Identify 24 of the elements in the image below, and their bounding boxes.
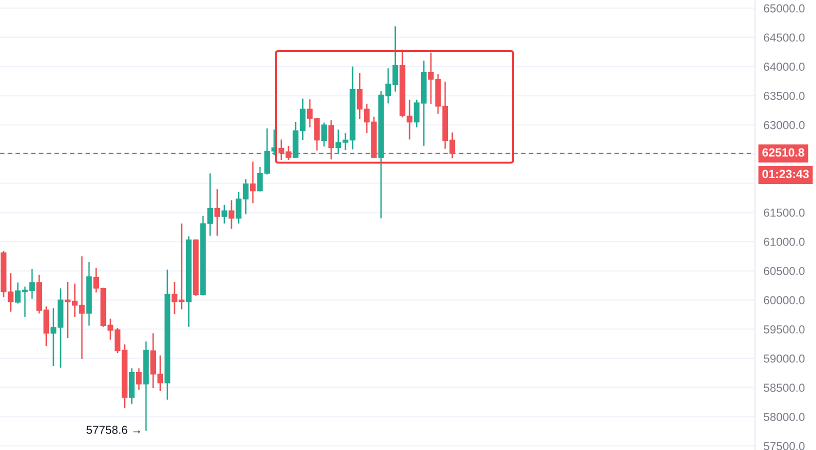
y-tick-label: 63000.0 <box>764 121 805 130</box>
y-tick-label: 57500.0 <box>764 442 805 450</box>
y-tick-label: 64000.0 <box>764 62 805 71</box>
candlestick <box>136 368 142 391</box>
candlestick <box>214 188 220 236</box>
y-tick-label: 60500.0 <box>764 266 805 276</box>
ref-line-label: 62510.8 <box>762 148 804 157</box>
y-tick-label: 58000.0 <box>764 412 805 422</box>
candlestick <box>228 200 234 230</box>
y-tick-label: 61500.0 <box>764 208 805 217</box>
y-tick-label: 63500.0 <box>764 92 805 100</box>
y-tick-label: 64500.0 <box>764 33 805 42</box>
y-tick-label: 65000.0 <box>764 4 805 12</box>
y-tick-label: 58500.0 <box>764 384 805 392</box>
y-tick-label: 59000.0 <box>764 354 805 363</box>
candlestick <box>321 122 327 148</box>
y-tick-label: 61000.0 <box>764 238 805 246</box>
y-tick-label: 59500.0 <box>764 325 805 334</box>
candlestick <box>222 204 228 224</box>
candlestick <box>406 99 412 140</box>
text: 01:23:43 <box>762 170 809 178</box>
candlestick <box>250 160 256 204</box>
y-tick-label: 60000.0 <box>764 296 805 304</box>
annotation: 57758.6 → <box>86 426 140 434</box>
